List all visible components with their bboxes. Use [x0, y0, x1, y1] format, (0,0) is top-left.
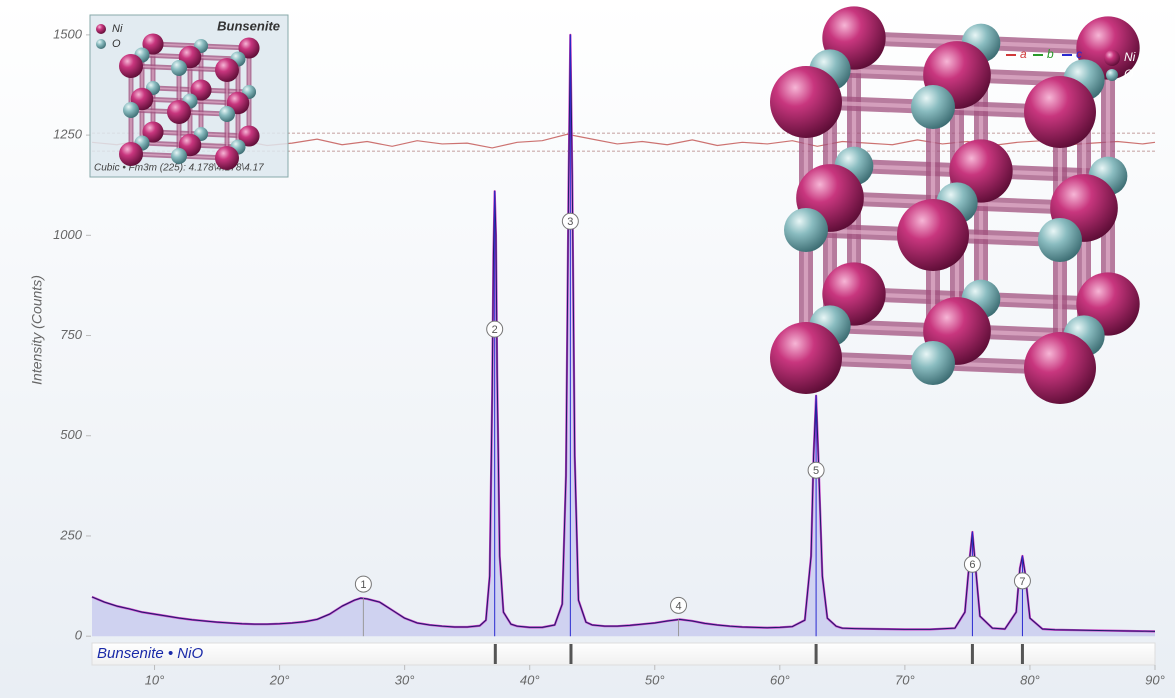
legend-ni-icon: [96, 24, 106, 34]
axis-c: c: [1076, 47, 1082, 61]
legend-ni-icon: [1104, 50, 1120, 66]
axis-b: b: [1047, 47, 1054, 61]
chart: Bunsenite • NiO Intensity (Counts) Ni O …: [0, 0, 1175, 698]
reference-line: [971, 644, 974, 664]
ni-atom: [167, 100, 191, 124]
legend-ni: Ni: [112, 23, 123, 35]
peak-label: 2: [492, 324, 498, 336]
x-tick-label: 20°: [269, 672, 290, 687]
ni-atom: [215, 58, 239, 82]
o-atom: [171, 148, 187, 164]
x-tick-label: 70°: [895, 672, 915, 687]
ni-atom: [1024, 332, 1096, 404]
y-tick-label: 0: [75, 628, 83, 643]
peak-label: 6: [969, 559, 975, 571]
peak-label: 4: [675, 600, 681, 612]
inset-title: Bunsenite: [217, 18, 280, 33]
ni-atom: [770, 322, 842, 394]
o-atom: [219, 106, 235, 122]
peak-label: 7: [1019, 576, 1025, 588]
legend-o: O: [1124, 67, 1133, 81]
x-tick-label: 50°: [645, 672, 665, 687]
o-atom: [911, 341, 955, 385]
ni-atom: [215, 146, 239, 170]
ni-atom: [119, 54, 143, 78]
peak-label: 3: [567, 216, 573, 228]
phase-label: Bunsenite • NiO: [97, 645, 203, 662]
legend-ni: Ni: [1124, 50, 1136, 64]
y-tick-label: 250: [59, 527, 82, 542]
o-atom: [1038, 218, 1082, 262]
ni-atom: [770, 66, 842, 138]
y-tick-label: 1500: [53, 26, 83, 41]
axis-a: a: [1020, 47, 1027, 61]
inset-cell: Cubic • Fm3m (225): 4.178\4.178\4.17: [94, 163, 264, 174]
ni-atom: [119, 142, 143, 166]
y-tick-label: 750: [60, 327, 82, 342]
legend-o-icon: [96, 39, 106, 49]
o-atom: [784, 208, 828, 252]
ni-atom: [897, 199, 969, 271]
reference-line: [815, 644, 818, 664]
o-atom: [911, 85, 955, 129]
reference-line: [494, 644, 497, 664]
structure-large: [770, 6, 1140, 404]
legend-o-icon: [1106, 69, 1118, 81]
y-tick-label: 1000: [53, 227, 83, 242]
x-tick-label: 30°: [395, 672, 415, 687]
o-atom: [171, 60, 187, 76]
y-tick-label: 1250: [53, 127, 83, 142]
x-tick-label: 10°: [145, 672, 165, 687]
x-tick-label: 40°: [520, 672, 540, 687]
structure-inset: Ni O Bunsenite Cubic • Fm3m (225): 4.178…: [90, 15, 288, 177]
reference-line: [1021, 644, 1024, 664]
y-axis-label: Intensity (Counts): [29, 275, 45, 385]
ni-atom: [1024, 76, 1096, 148]
peak-label: 1: [360, 579, 366, 591]
x-tick-label: 80°: [1020, 672, 1040, 687]
x-tick-label: 60°: [770, 672, 790, 687]
y-tick-label: 500: [60, 427, 82, 442]
legend-o: O: [112, 38, 121, 50]
reference-line: [569, 644, 572, 664]
x-tick-label: 90°: [1145, 672, 1165, 687]
peak-label: 5: [813, 465, 819, 477]
phase-strip: [92, 643, 1155, 665]
o-atom: [123, 102, 139, 118]
